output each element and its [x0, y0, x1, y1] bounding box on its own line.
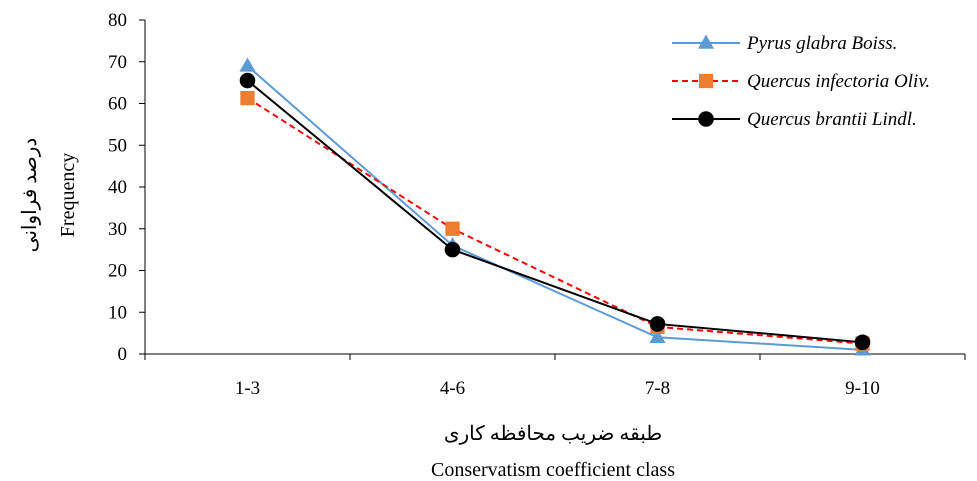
series-layer: [239, 57, 871, 356]
x-axis-title-persian: طبقه ضریب محافظه کاری: [444, 423, 662, 445]
y-tick-label: 30: [108, 219, 127, 240]
legend-marker: [698, 73, 714, 89]
data-point: [239, 72, 256, 89]
legend-marker: [697, 34, 715, 49]
data-point: [240, 90, 255, 106]
series-line: [246, 79, 863, 344]
legend-item: Quercus brantii Lindl.: [672, 109, 917, 130]
x-tick-label: 7-8: [645, 378, 670, 399]
data-point: [444, 241, 461, 258]
legend-marker: [698, 111, 714, 127]
y-tick-label: 20: [108, 261, 127, 282]
legend-label: Quercus brantii Lindl.: [747, 109, 917, 130]
y-tick-label: 70: [108, 52, 127, 73]
y-tick-label: 60: [108, 94, 127, 115]
legend-label: Quercus infectoria Oliv.: [747, 71, 930, 92]
y-tick-label: 0: [118, 344, 128, 365]
x-tick-label: 9-10: [845, 378, 880, 399]
data-point: [649, 328, 666, 344]
y-tick-label: 80: [108, 10, 127, 31]
axes: 0 10 20 30 40 50 60 70 80 1-3 4-6 7-8 9-10: [108, 10, 966, 399]
x-tick-label: 4-6: [440, 378, 465, 399]
data-point: [649, 316, 666, 332]
y-tick-label: 40: [108, 177, 127, 198]
y-axis-title: Frequency: [57, 153, 79, 237]
legend: Pyrus glabra Boiss. Quercus infectoria Ol…: [672, 33, 930, 130]
series-line: [246, 97, 863, 345]
series-triangle: [239, 57, 871, 356]
y-tick-label: 50: [108, 135, 127, 156]
legend-item: Quercus infectoria Oliv.: [672, 71, 930, 92]
x-axis-title: Conservatism coefficient class: [431, 459, 675, 481]
data-point: [239, 57, 256, 72]
legend-item: Pyrus glabra Boiss.: [672, 33, 897, 54]
series-circle: [239, 72, 871, 351]
y-tick-label: 10: [108, 302, 127, 323]
y-axis-title-persian: درصد فراوانی: [19, 138, 41, 253]
series-line: [246, 65, 863, 351]
data-point: [854, 334, 871, 351]
data-point: [445, 221, 460, 236]
x-tick-label: 1-3: [235, 378, 260, 399]
legend-label: Pyrus glabra Boiss.: [746, 33, 897, 54]
